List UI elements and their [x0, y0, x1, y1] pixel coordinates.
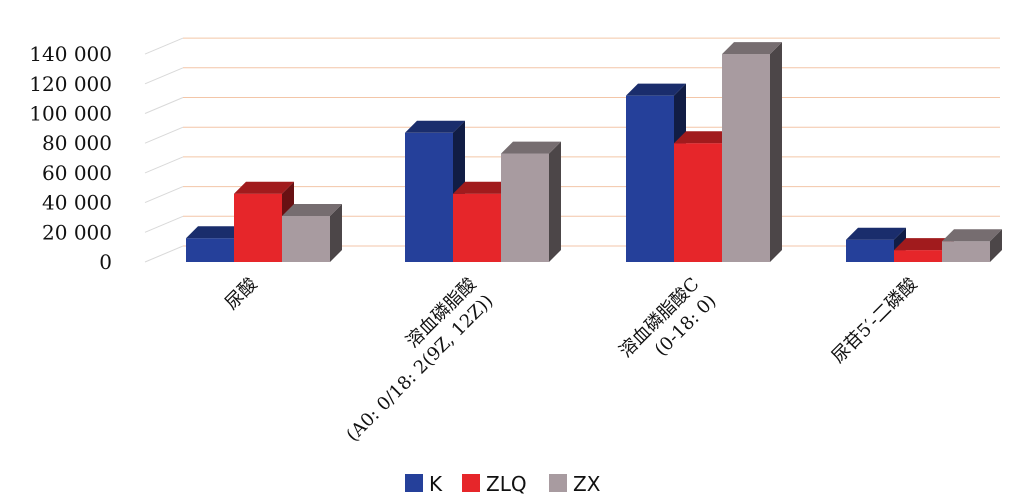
bar-top-zlq — [453, 181, 513, 194]
bar-side-zx — [330, 203, 342, 262]
y-tick-label: 60 000 — [42, 161, 112, 185]
bar-zx — [501, 153, 549, 262]
grid-depth-line — [144, 126, 184, 144]
bar-top-k — [846, 227, 906, 240]
x-category-label-line: (A0: 0/18: 2(9Z, 12Z)) — [342, 291, 497, 446]
bar-top-zx — [942, 229, 1002, 242]
x-category-label: 尿酸 — [221, 274, 261, 314]
bar-side-zx — [770, 42, 782, 262]
bar-top-zlq — [234, 181, 294, 194]
grid-depth-line — [144, 97, 184, 114]
bar-zx — [282, 215, 330, 262]
legend-swatch-zlq — [462, 474, 480, 492]
bar-top-zlq — [894, 238, 954, 251]
x-category-label: 溶血磷脂酸C(0-18: 0) — [615, 274, 720, 362]
grid-depth-line — [144, 156, 184, 174]
x-category-label: 尿苷5′-二磷酸 — [828, 274, 922, 368]
bar-k — [186, 238, 234, 262]
bar-zlq — [894, 250, 942, 262]
y-tick-label: 100 000 — [29, 102, 112, 126]
legend-label-k: K — [429, 472, 443, 496]
legend-label-zlq: ZLQ — [486, 472, 527, 496]
y-tick-label: 20 000 — [42, 220, 112, 244]
x-category-label-line: 尿苷5′-二磷酸 — [828, 274, 922, 368]
bar-k — [626, 95, 674, 263]
grid-depth-line — [144, 37, 184, 55]
bar-top-k — [626, 83, 686, 96]
grid-depth-line — [144, 215, 184, 233]
bar-top-zx — [722, 42, 782, 55]
bar-side-zx — [990, 229, 1002, 262]
bar-k — [405, 132, 453, 262]
grid-depth-line — [144, 67, 184, 85]
bar-zx — [942, 241, 990, 262]
x-category-label-line: 尿酸 — [221, 274, 261, 314]
legend-swatch-zx — [549, 474, 567, 492]
legend-swatch-k — [405, 474, 423, 492]
bar-top-k — [405, 120, 465, 133]
grid-depth-line — [144, 245, 184, 263]
bar-top-zx — [501, 141, 561, 154]
bar-k — [846, 239, 894, 262]
bar-zx — [722, 54, 770, 262]
y-tick-label: 40 000 — [42, 191, 112, 215]
bar-zlq — [453, 193, 501, 262]
y-tick-label: 140 000 — [29, 42, 112, 66]
x-category-label: 溶血磷脂酸(A0: 0/18: 2(9Z, 12Z)) — [342, 274, 497, 446]
bar-top-k — [186, 226, 246, 239]
grid-depth-line — [144, 186, 184, 204]
y-tick-label: 0 — [99, 250, 112, 274]
bar-zlq — [674, 143, 722, 262]
bar-top-zx — [282, 203, 342, 216]
legend-label-zx: ZX — [573, 472, 601, 496]
bar-zlq — [234, 193, 282, 262]
bar-side-zx — [549, 141, 561, 262]
bar-top-zlq — [674, 131, 734, 144]
y-tick-label: 120 000 — [29, 72, 112, 96]
y-tick-label: 80 000 — [42, 131, 112, 155]
